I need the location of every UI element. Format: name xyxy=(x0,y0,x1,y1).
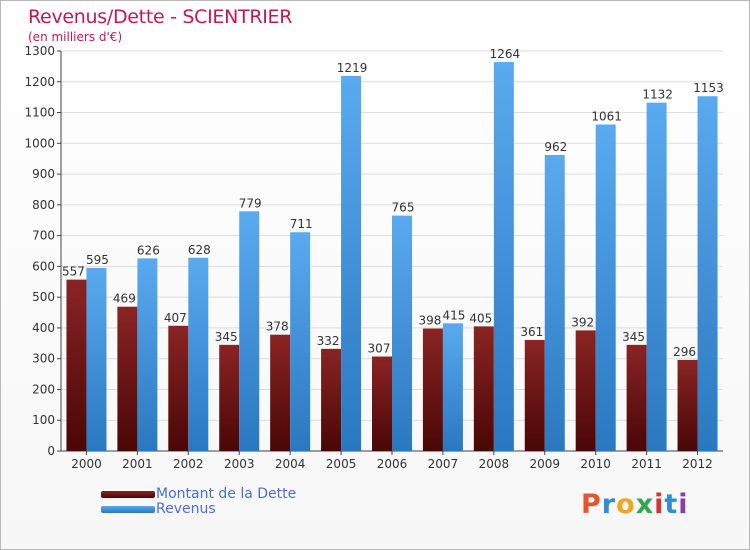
y-tick-label: 1100 xyxy=(24,106,55,120)
revenus-value-label: 1219 xyxy=(337,61,368,75)
dette-value-label: 332 xyxy=(317,334,340,348)
revenus-bar xyxy=(86,267,107,451)
dette-bar xyxy=(677,359,698,451)
revenus-bar xyxy=(290,232,311,451)
y-tick-label: 600 xyxy=(32,259,55,273)
logo-letter: r xyxy=(601,489,617,520)
y-tick-label: 200 xyxy=(32,382,55,396)
revenus-value-label: 628 xyxy=(188,243,211,257)
dette-value-label: 296 xyxy=(673,345,696,359)
dette-value-label: 345 xyxy=(622,330,645,344)
revenus-bar xyxy=(442,323,463,451)
legend-label-dette: Montant de la Dette xyxy=(156,486,297,502)
dette-bar xyxy=(321,348,342,451)
revenus-bar xyxy=(188,257,209,451)
x-tick-label: 2007 xyxy=(428,457,459,471)
y-tick-label: 300 xyxy=(32,352,55,366)
revenus-bar xyxy=(544,155,565,451)
logo-letter: o xyxy=(616,489,636,520)
dette-value-label: 405 xyxy=(469,311,492,325)
y-tick-label: 900 xyxy=(32,167,55,181)
axes: 0 100 200 300 400 500 600 700 800 900 1000 1100 1200… xyxy=(24,44,723,471)
dette-bar xyxy=(219,344,240,451)
y-tick-label: 400 xyxy=(32,321,55,335)
bars xyxy=(66,62,718,452)
x-tick-label: 2003 xyxy=(224,457,255,471)
dette-value-label: 469 xyxy=(113,292,136,306)
revenus-bar xyxy=(137,258,158,451)
x-tick-label: 2006 xyxy=(377,457,408,471)
dette-bar xyxy=(117,306,138,451)
y-tick-label: 1200 xyxy=(24,75,55,89)
revenus-value-label: 1153 xyxy=(693,81,724,95)
y-tick-label: 1000 xyxy=(24,136,55,150)
revenus-bar xyxy=(595,124,616,452)
revenus-value-label: 962 xyxy=(544,140,567,154)
legend-swatch-dette xyxy=(101,491,155,498)
legend-swatch-revenus xyxy=(101,506,155,513)
dette-value-label: 392 xyxy=(571,315,594,329)
y-tick-label: 800 xyxy=(32,198,55,212)
revenus-bar xyxy=(392,215,412,451)
y-tick-label: 100 xyxy=(32,413,55,427)
x-tick-label: 2002 xyxy=(173,457,204,471)
dette-bar xyxy=(168,325,189,451)
dette-value-label: 361 xyxy=(520,325,543,339)
revenus-value-label: 765 xyxy=(392,201,415,215)
dette-value-label: 407 xyxy=(164,311,187,325)
x-tick-label: 2011 xyxy=(631,457,662,471)
revenus-bar xyxy=(341,75,362,451)
x-tick-label: 2009 xyxy=(529,457,560,471)
revenus-value-label: 1061 xyxy=(591,110,622,124)
x-tick-label: 2004 xyxy=(275,457,306,471)
logo-letter: t xyxy=(664,489,679,520)
dette-value-label: 398 xyxy=(418,314,441,328)
dette-bar xyxy=(524,339,545,451)
x-tick-label: 2010 xyxy=(580,457,611,471)
dette-bar xyxy=(575,330,596,451)
x-tick-label: 2005 xyxy=(326,457,357,471)
dette-bar xyxy=(422,328,443,451)
logo-letter: i xyxy=(678,489,689,520)
revenus-bar xyxy=(493,62,514,451)
dette-bar xyxy=(66,279,87,451)
logo-letter: i xyxy=(654,489,665,520)
logo-letter: x xyxy=(635,489,655,520)
revenus-value-label: 1132 xyxy=(642,88,673,102)
revenus-value-label: 711 xyxy=(290,217,313,231)
revenus-value-label: 595 xyxy=(86,253,109,267)
proxiti-logo: Proxiti xyxy=(581,489,689,520)
logo-letter: P xyxy=(581,489,602,520)
y-tick-label: 700 xyxy=(32,229,55,243)
dette-bar xyxy=(473,326,494,451)
revenus-value-label: 626 xyxy=(137,243,160,257)
x-tick-label: 2008 xyxy=(479,457,510,471)
dette-bar xyxy=(372,356,392,451)
x-tick-label: 2001 xyxy=(122,457,153,471)
y-tick-label: 500 xyxy=(32,290,55,304)
y-tick-label: 0 xyxy=(47,444,55,458)
dette-bar xyxy=(270,334,291,451)
dette-value-label: 378 xyxy=(266,320,289,334)
revenus-bar xyxy=(646,102,667,451)
legend-label-revenus: Revenus xyxy=(156,501,216,517)
revenus-bar xyxy=(697,96,718,451)
dette-value-label: 557 xyxy=(62,265,85,279)
dette-value-label: 307 xyxy=(368,342,391,356)
x-tick-label: 2012 xyxy=(682,457,713,471)
revenus-value-label: 415 xyxy=(442,308,465,322)
y-tick-label: 1300 xyxy=(24,44,55,58)
dette-bar xyxy=(626,344,647,451)
x-tick-label: 2000 xyxy=(71,457,102,471)
revenus-value-label: 1264 xyxy=(490,47,521,61)
dette-value-label: 345 xyxy=(215,330,238,344)
chart-subtitle: (en milliers d'€) xyxy=(28,30,123,44)
chart-title: Revenus/Dette - SCIENTRIER xyxy=(28,6,293,28)
revenus-value-label: 779 xyxy=(239,196,262,210)
revenus-bar xyxy=(239,211,260,451)
